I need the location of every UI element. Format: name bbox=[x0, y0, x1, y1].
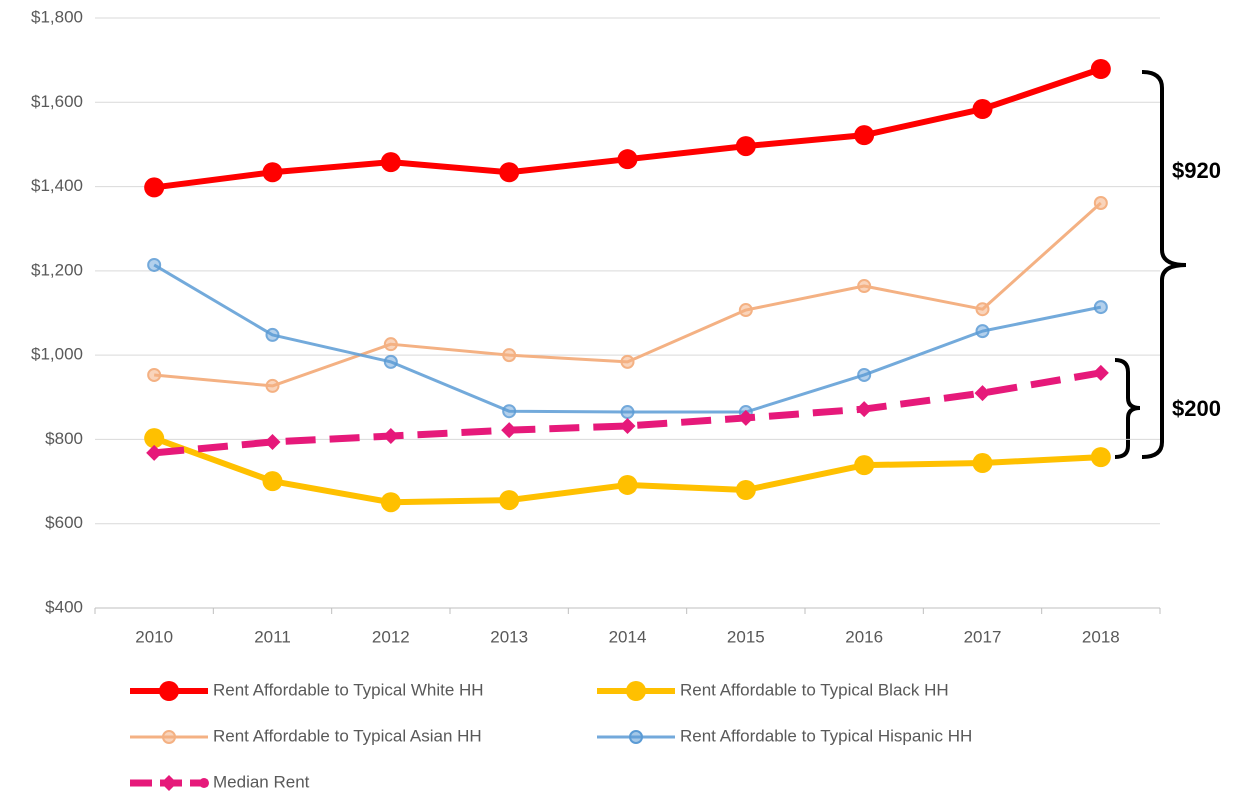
x-tick-label: 2013 bbox=[490, 627, 528, 646]
legend-dot bbox=[199, 778, 209, 788]
point bbox=[974, 385, 991, 402]
point bbox=[380, 152, 401, 173]
point bbox=[502, 348, 517, 363]
legend-label: Rent Affordable to Typical Black HH bbox=[680, 680, 949, 699]
y-tick-label: $1,800 bbox=[31, 7, 83, 26]
legend-marker bbox=[159, 681, 179, 701]
point bbox=[144, 428, 165, 449]
point bbox=[620, 354, 635, 369]
point bbox=[617, 149, 638, 170]
annotation: $920 bbox=[1172, 158, 1221, 183]
x-tick-label: 2011 bbox=[254, 627, 291, 646]
point bbox=[499, 490, 520, 511]
series-line bbox=[153, 66, 1102, 191]
legend-marker bbox=[162, 730, 176, 744]
point bbox=[147, 367, 162, 382]
x-tick-label: 2012 bbox=[372, 627, 410, 646]
y-tick-label: $600 bbox=[45, 513, 83, 532]
point bbox=[620, 405, 635, 420]
point bbox=[383, 337, 398, 352]
point bbox=[737, 409, 754, 426]
series-line bbox=[153, 369, 1102, 457]
point bbox=[854, 125, 875, 146]
point bbox=[502, 404, 517, 419]
bracket bbox=[1114, 358, 1141, 459]
point bbox=[735, 480, 756, 500]
point bbox=[1093, 196, 1108, 211]
point bbox=[265, 327, 280, 342]
y-tick-label: $1,600 bbox=[31, 92, 83, 111]
point bbox=[501, 422, 518, 439]
x-tick-label: 2016 bbox=[845, 627, 883, 646]
point bbox=[147, 257, 162, 272]
legend-marker bbox=[626, 681, 646, 701]
point bbox=[975, 324, 990, 339]
y-tick-label: $1,200 bbox=[31, 260, 83, 279]
x-tick-label: 2015 bbox=[727, 627, 765, 646]
legend-label: Median Rent bbox=[213, 772, 310, 791]
point bbox=[619, 417, 636, 434]
bracket bbox=[1141, 70, 1187, 459]
point bbox=[144, 177, 165, 198]
y-tick-label: $800 bbox=[45, 429, 83, 448]
point bbox=[854, 455, 875, 476]
point bbox=[1093, 300, 1108, 315]
point bbox=[857, 367, 872, 382]
point bbox=[264, 433, 281, 450]
point bbox=[972, 453, 993, 474]
x-tick-label: 2018 bbox=[1082, 627, 1120, 646]
y-tick-label: $1,400 bbox=[31, 176, 83, 195]
point bbox=[265, 378, 280, 393]
point bbox=[499, 162, 520, 183]
x-tick-label: 2014 bbox=[609, 627, 647, 646]
point bbox=[975, 302, 990, 317]
point bbox=[262, 162, 283, 183]
point bbox=[262, 471, 283, 492]
point bbox=[383, 354, 398, 369]
point bbox=[617, 474, 638, 495]
legend-label: Rent Affordable to Typical Hispanic HH bbox=[680, 726, 972, 745]
point bbox=[735, 136, 756, 157]
point bbox=[856, 401, 873, 418]
y-tick-label: $400 bbox=[45, 597, 83, 616]
legend-marker bbox=[629, 730, 643, 744]
point bbox=[380, 492, 401, 513]
point bbox=[1090, 58, 1111, 79]
point bbox=[972, 99, 993, 120]
y-tick-label: $1,000 bbox=[31, 345, 83, 364]
point bbox=[1092, 364, 1109, 381]
series-line bbox=[153, 263, 1102, 414]
point bbox=[857, 279, 872, 294]
point bbox=[382, 428, 399, 445]
annotation: $200 bbox=[1172, 396, 1221, 421]
legend-label: Rent Affordable to Typical Asian HH bbox=[213, 726, 482, 745]
x-tick-label: 2010 bbox=[135, 627, 173, 646]
legend-label: Rent Affordable to Typical White HH bbox=[213, 680, 484, 699]
x-tick-label: 2017 bbox=[964, 627, 1002, 646]
point bbox=[738, 303, 753, 318]
point bbox=[146, 444, 163, 461]
legend-marker bbox=[161, 775, 177, 791]
point bbox=[1090, 447, 1111, 468]
